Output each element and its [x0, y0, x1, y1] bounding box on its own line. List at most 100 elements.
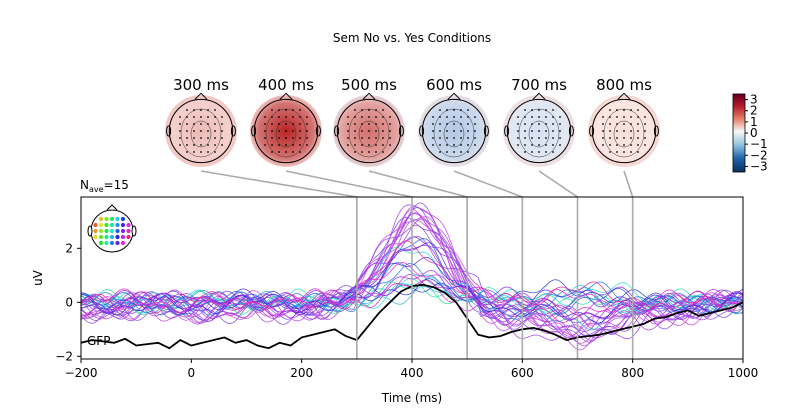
topomap-sensor [460, 137, 462, 139]
topomap-sensor [375, 116, 377, 118]
sensor-dot [93, 228, 98, 234]
topomap-sensor [361, 144, 363, 146]
topomap-sensor [186, 116, 188, 118]
topomap-ear [334, 125, 340, 137]
topomap-sensor [616, 116, 618, 118]
topomap-sensor [368, 151, 370, 153]
topomap-sensor [368, 130, 370, 132]
topomap-sensor [285, 144, 287, 146]
topomap-ear [315, 125, 321, 137]
topomap-sensor [299, 151, 301, 153]
topomap-sensor [439, 144, 441, 146]
topomap-nose [532, 92, 546, 100]
sensor-dot [93, 234, 98, 240]
topomap-sensor [630, 137, 632, 139]
time-connector-lines [200, 170, 634, 198]
nave-label: Nave=15 [80, 178, 129, 194]
topomap-sensor [271, 137, 273, 139]
butterfly-plot: GFP −200 0 200 400 600 800 1000 −2 0 2 [55, 196, 758, 380]
topomap-sensor [517, 144, 519, 146]
topomap-sensor [382, 123, 384, 125]
topomap-sensor [644, 130, 646, 132]
topomap-sensor [193, 116, 195, 118]
sensor-dot [120, 216, 126, 222]
topomap-sensor [439, 137, 441, 139]
topomap-contour [358, 120, 380, 148]
topomap-sensor [292, 130, 294, 132]
sensor-dot [104, 222, 109, 228]
topomap-sensor [306, 137, 308, 139]
topomap-sensor [221, 144, 223, 146]
sensor-dot [109, 234, 115, 240]
topomap-sensor [623, 116, 625, 118]
topomap-sensor [453, 123, 455, 125]
topomap-sensor [278, 137, 280, 139]
topomap-sensor [354, 144, 356, 146]
colorbar-tick-label: −1 [750, 137, 768, 151]
topomap-sensor [375, 130, 377, 132]
topomap-sensor [306, 130, 308, 132]
topomap-sensor [460, 130, 462, 132]
topomap-sensor [524, 151, 526, 153]
topomap-sensor [552, 123, 554, 125]
topomap-sensor [552, 116, 554, 118]
topomap-ear [483, 125, 489, 137]
topomap-sensor [278, 109, 280, 111]
time-connector [453, 170, 523, 198]
sensor-dot [126, 234, 131, 240]
topomap-sensor [193, 151, 195, 153]
topomap-nose [362, 92, 376, 100]
topomap-sensor [278, 151, 280, 153]
topomap-sensor [264, 137, 266, 139]
topomap-sensor [467, 116, 469, 118]
topomap-sensor [292, 116, 294, 118]
topomap-sensor [368, 123, 370, 125]
topomap-sensor [375, 137, 377, 139]
topomap-sensor [623, 123, 625, 125]
topomap-sensor [460, 144, 462, 146]
sensor-head-ear [131, 225, 137, 237]
sensor-dot [109, 228, 115, 234]
topomap-sensor [200, 151, 202, 153]
topomap-sensor [278, 130, 280, 132]
topomap-ear [251, 125, 257, 137]
topomap-sensor [271, 123, 273, 125]
topomap-sensor [538, 130, 540, 132]
topomap-sensor [347, 130, 349, 132]
x-tick-label: −200 [65, 366, 98, 380]
topomap-sensor [616, 130, 618, 132]
topomap-sensor [517, 130, 519, 132]
topomap-contour [613, 120, 635, 148]
topomap-sensor [200, 130, 202, 132]
topomap-sensor [467, 144, 469, 146]
topomap-sensor [517, 116, 519, 118]
topomap-nose [447, 92, 461, 100]
topomap-sensor [299, 109, 301, 111]
topomap-sensor [361, 109, 363, 111]
sensor-head-nose [106, 204, 118, 211]
topomap-sensor [559, 144, 561, 146]
topomap-sensor [361, 151, 363, 153]
topomap-sensor [382, 151, 384, 153]
topomap-sensor [375, 144, 377, 146]
topomap-sensor [271, 130, 273, 132]
topomap-sensor [531, 151, 533, 153]
topomap-head-outline [253, 98, 319, 164]
topomap-head-outline [591, 98, 657, 164]
topomap-sensor [179, 137, 181, 139]
topomap-sensor [306, 123, 308, 125]
topomap-sensor [623, 144, 625, 146]
time-connector [368, 170, 468, 198]
topomap-ear [653, 125, 659, 137]
topomap-sensor [179, 123, 181, 125]
topomap-sensor [264, 116, 266, 118]
topomap-contour [603, 108, 645, 158]
topomap-sensor [545, 151, 547, 153]
topomap-sensor [347, 123, 349, 125]
sensor-dot [98, 240, 104, 246]
topomap-sensor [609, 109, 611, 111]
topomap-sensor [292, 151, 294, 153]
topomap-sensor [439, 123, 441, 125]
topomap-sensor [616, 109, 618, 111]
